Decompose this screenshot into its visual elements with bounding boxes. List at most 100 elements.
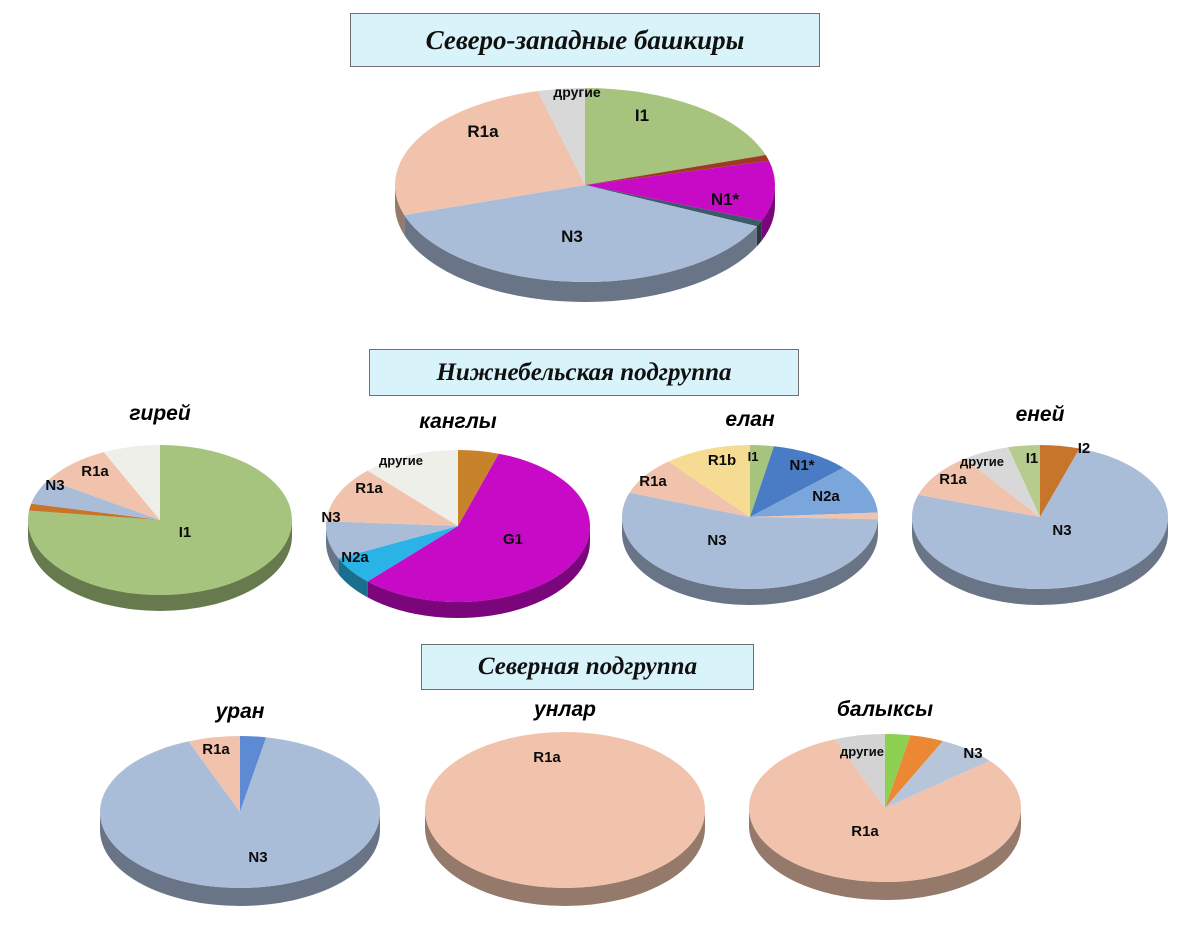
slice-label: I2 [1078,440,1091,457]
pie-slice-side [749,808,1021,900]
pie-slice [367,453,591,603]
slice-label: N3 [561,227,583,246]
pie-slice-side [367,526,590,618]
slice-label: R1a [939,471,967,488]
slice-label: R1a [639,473,667,490]
pie-slice [585,155,770,185]
pie-slice [885,734,911,808]
slice-label: I1 [748,449,759,464]
pie-title-balyksy: балыксы [836,698,934,721]
pie-slice [29,503,160,520]
pie-title-uran: уран [215,700,265,723]
pie-slice [885,735,943,808]
pie-slice [458,450,499,526]
pie-slice [326,470,458,526]
pie-slice [1008,445,1040,517]
pie-slice [750,446,844,517]
pie-slice [629,461,750,517]
pie-slice [99,737,380,889]
pie-slice-side [912,517,1168,605]
slice-label: другие [960,454,1004,469]
slice-label: R1a [355,480,383,497]
pie-chart-uran: N3 R1a [70,711,410,930]
pie-slice [537,88,585,185]
pie-slice [750,467,878,517]
pie-slice [1040,445,1080,517]
slice-label: I1 [1026,450,1039,467]
pie-slice-side [761,185,775,241]
pie-slice [585,185,762,227]
pie-svg-balyksy: N3 R1a другие [749,734,1022,900]
slice-label: R1a [851,823,879,840]
slice-label: другие [379,453,423,468]
slice-label: N1* [711,190,740,209]
pie-title-eney: еней [1015,403,1065,426]
slice-label: R1a [467,122,499,141]
slice-label: I1 [179,524,192,541]
pie-slice [338,526,458,582]
pie-slice [325,521,458,559]
pie-svg-severo-zapadnye-bashkiry: I1 N1* N3 R1a другие [395,84,776,302]
pie-slice [367,450,458,526]
section-header-lower-belaya: Нижнебельская подгруппа [369,349,799,396]
pie-slice [622,492,878,589]
pie-slice [404,185,757,282]
pie-svg-unlar: R1a [425,732,705,906]
pie-slice-side [326,526,339,575]
slice-label: R1a [202,741,230,758]
section-header-northern-text: Северная подгруппа [477,653,698,680]
pie-slice [668,445,750,517]
pie-title-elan: елан [725,408,775,431]
pie-slice-side [100,812,380,906]
slice-label: R1a [533,749,561,766]
pie-slice [395,91,585,215]
pie-title-kangly: канглы [419,410,497,433]
pie-svg-kangly: G1 N2a N3 R1a другие [321,450,591,618]
pie-slice-side [756,220,762,247]
pie-chart-balyksy: N3 R1a другие [719,709,1051,925]
pie-svg-eney: I2 N3 R1a другие I1 [911,440,1168,605]
pie-chart-unlar: R1a [395,707,735,930]
slice-label: R1a [81,463,109,480]
pie-slice [885,741,990,808]
slice-label: N3 [707,532,726,549]
pie-slice [918,458,1040,517]
section-header-northern: Северная подгруппа [421,644,754,690]
slice-label: N3 [1052,522,1071,539]
pie-chart-girey: I1 N3 R1a [0,420,322,636]
section-header-main-text: Северо-западные башкиры [425,24,745,55]
pie-slice [750,445,774,517]
pie-slice [585,88,766,185]
slice-label: N3 [45,477,64,494]
pie-slice [964,447,1040,517]
pie-slice [48,452,160,520]
pie-svg-elan: I1 N1* N2a N3 R1a R1b [621,445,879,606]
pie-slice-side [338,558,368,598]
section-header-main: Северо-западные башкиры [350,13,820,67]
pie-slice-side [395,185,405,235]
pie-chart-kangly: G1 N2a N3 R1a другие [296,425,620,643]
slice-label: I1 [635,106,649,125]
pie-slice [31,479,161,520]
pie-slice-side [621,517,878,606]
slice-label: другие [840,744,884,759]
slice-label: N3 [963,745,982,762]
slice-label: другие [553,84,600,100]
pie-chart-eney: I2 N3 R1a другие I1 [882,420,1190,630]
slice-label: N3 [321,509,340,526]
slice-label: N2a [341,549,369,566]
pie-title-unlar: унлар [534,698,596,721]
pie-svg-uran: N3 R1a [99,736,380,906]
slice-label: G1 [503,531,523,548]
slice-label: N2a [812,488,840,505]
pie-slice-side [425,810,705,906]
pie-chart-elan: I1 N1* N2a N3 R1a R1b [592,420,908,630]
pie-slice [425,732,705,888]
pie-slice [911,448,1168,589]
pie-slice [750,512,879,520]
pie-svg-girey: I1 N3 R1a [27,445,292,611]
pie-slice [27,445,292,595]
slice-label: R1b [708,452,736,469]
section-header-lower-belaya-text: Нижнебельская подгруппа [436,358,732,386]
